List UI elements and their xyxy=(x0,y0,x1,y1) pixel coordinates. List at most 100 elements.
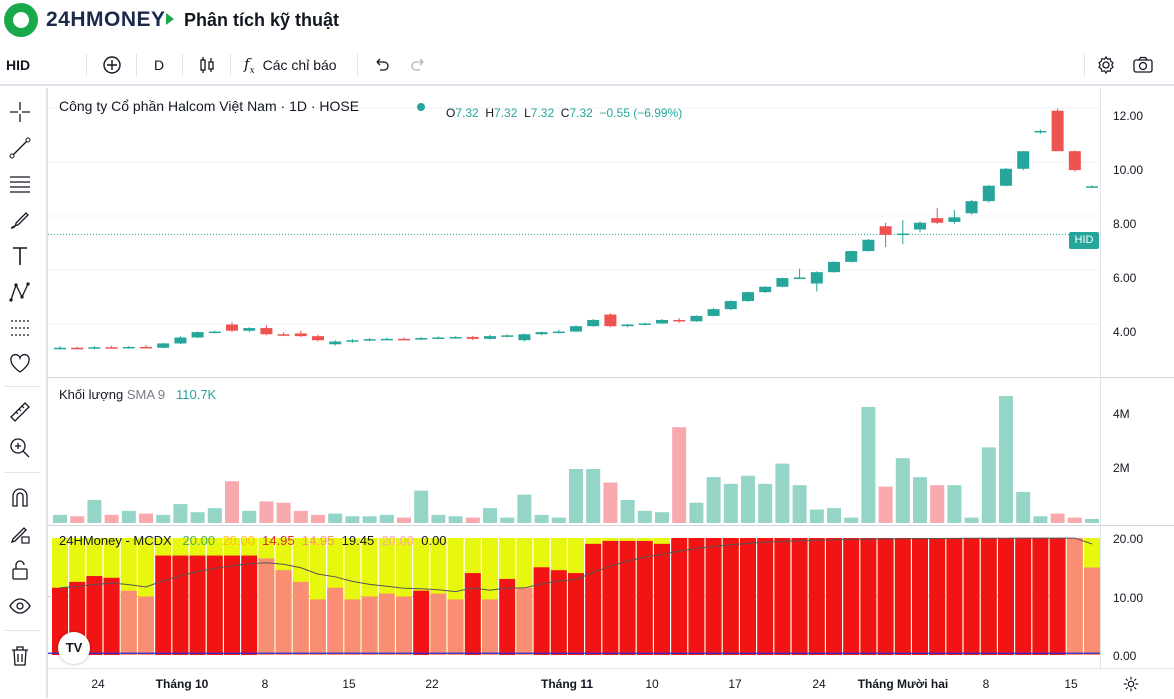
toolbar-divider xyxy=(4,472,40,473)
volume-label: Khối lượng xyxy=(59,387,124,402)
date-tick: 10 xyxy=(645,677,659,691)
mcdx-bar xyxy=(224,555,240,655)
heart-icon[interactable] xyxy=(8,352,32,376)
candles-icon xyxy=(200,57,214,73)
volume-bar xyxy=(311,514,325,523)
volume-sma-label: SMA 9 xyxy=(126,387,166,402)
volume-bar xyxy=(947,485,962,523)
toolbar-divider xyxy=(86,54,87,76)
eye-icon[interactable] xyxy=(8,594,32,618)
magnet-icon[interactable] xyxy=(8,486,32,510)
mcdx-bar xyxy=(568,573,584,655)
candle-body xyxy=(501,335,514,337)
toolbar-divider xyxy=(4,630,40,631)
candle-body xyxy=(329,341,342,345)
crosshair-icon[interactable] xyxy=(8,100,32,124)
symbol-search-button[interactable]: HID xyxy=(6,57,31,73)
chart-type-button[interactable] xyxy=(197,46,217,84)
trash-icon[interactable] xyxy=(8,644,32,668)
low-value: 7.32 xyxy=(530,106,555,120)
mcdx-bar xyxy=(826,538,842,655)
gear-icon[interactable] xyxy=(1122,675,1140,693)
mcdx-bar xyxy=(963,538,980,655)
volume-bar xyxy=(844,517,859,523)
date-tick: 17 xyxy=(728,677,742,691)
candle-body xyxy=(432,337,445,339)
undo-button[interactable] xyxy=(372,46,390,84)
volume-bar xyxy=(551,517,566,523)
market-status-dot xyxy=(417,103,425,111)
candle-body xyxy=(174,337,187,344)
mcdx-value-4: 14.95 xyxy=(301,533,335,548)
indicators-button[interactable]: fx Các chỉ báo xyxy=(244,46,337,84)
candle-body xyxy=(982,185,995,202)
mcdx-bar xyxy=(808,538,825,655)
prediction-icon[interactable] xyxy=(8,316,32,340)
date-tick: 24 xyxy=(91,677,105,691)
lock-drawing-icon[interactable] xyxy=(8,522,32,546)
candle-body xyxy=(707,309,720,316)
logo-text[interactable]: 24HMONEY xyxy=(46,8,166,31)
compare-symbol-button[interactable] xyxy=(102,46,122,84)
volume-bar xyxy=(328,513,343,523)
indicators-label: Các chỉ báo xyxy=(262,57,337,73)
volume-bar xyxy=(689,502,704,523)
logo-icon[interactable] xyxy=(4,3,38,37)
volume-bar xyxy=(397,517,411,523)
pane-divider[interactable] xyxy=(48,377,1174,378)
redo-button[interactable] xyxy=(410,46,428,84)
fib-lines-icon[interactable] xyxy=(8,172,32,196)
text-icon[interactable] xyxy=(8,244,32,268)
tradingview-logo-icon[interactable]: TV xyxy=(58,632,90,664)
volume-bar xyxy=(895,458,910,523)
volume-bar xyxy=(1033,516,1048,523)
zoom-in-icon[interactable] xyxy=(8,436,32,460)
volume-bar xyxy=(1085,518,1099,523)
mcdx-bar xyxy=(258,558,275,655)
mcdx-bar xyxy=(1032,538,1049,655)
mcdx-bar xyxy=(361,596,378,655)
candle-body xyxy=(1086,186,1098,188)
volume-bar xyxy=(792,485,807,523)
candle-body xyxy=(914,222,926,230)
candle-body xyxy=(535,332,548,335)
mcdx-tick: 0.00 xyxy=(1113,649,1137,663)
time-axis[interactable]: 24 Tháng 10 8 15 22 Tháng 11 10 17 24 Th… xyxy=(48,668,1174,699)
toolbar-divider xyxy=(357,54,358,76)
candle-body xyxy=(845,251,858,262)
chart-plot-svg[interactable] xyxy=(48,88,1150,668)
mcdx-bar xyxy=(378,593,395,655)
candle-body xyxy=(54,347,66,350)
interval-button[interactable]: D xyxy=(154,57,165,73)
trend-line-icon[interactable] xyxy=(8,136,32,160)
candle-body xyxy=(466,336,479,339)
mcdx-tick: 20.00 xyxy=(1113,532,1144,546)
mcdx-bar xyxy=(86,576,103,655)
mcdx-label: 24HMoney - MCDX xyxy=(59,533,172,548)
mcdx-legend: 24HMoney - MCDX 20.00 20.00 14.95 14.95 … xyxy=(59,533,447,548)
brush-icon[interactable] xyxy=(8,208,32,232)
volume-tick: 2M xyxy=(1113,461,1130,475)
pane-divider[interactable] xyxy=(48,525,1174,526)
candle-body xyxy=(896,233,909,236)
lock-icon[interactable] xyxy=(8,558,32,582)
candle-body xyxy=(879,226,892,235)
screenshot-button[interactable] xyxy=(1132,46,1154,84)
chart-canvas[interactable] xyxy=(48,88,1150,668)
mcdx-bar xyxy=(688,538,705,655)
settings-button[interactable] xyxy=(1096,46,1116,84)
candle-body xyxy=(552,331,565,334)
mcdx-bar xyxy=(654,543,670,655)
pattern-icon[interactable] xyxy=(8,280,32,304)
mcdx-value-1: 20.00 xyxy=(182,533,216,548)
mcdx-bar xyxy=(619,540,636,655)
volume-bar xyxy=(603,482,618,523)
candle-body xyxy=(105,347,118,349)
volume-bar xyxy=(104,514,119,523)
volume-bar xyxy=(1016,491,1031,523)
volume-bar xyxy=(139,513,153,523)
price-axis[interactable]: 12.00 10.00 8.00 6.00 4.00 4M 2M 20.00 1… xyxy=(1100,88,1174,668)
ruler-icon[interactable] xyxy=(8,400,32,424)
candle-body xyxy=(604,314,617,327)
mcdx-bar xyxy=(791,538,808,655)
